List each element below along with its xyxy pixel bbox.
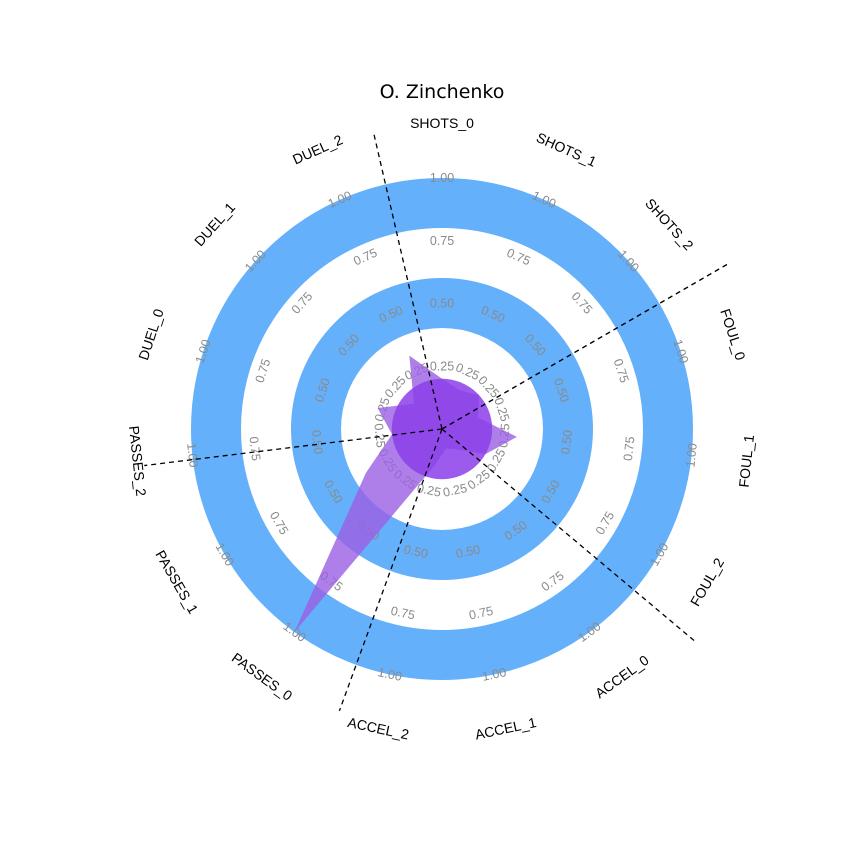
ring-tick-label: 1.00 bbox=[683, 442, 699, 468]
ring-tick-label: 0.50 bbox=[430, 297, 454, 311]
ring-tick-label: 0.25 bbox=[430, 359, 454, 373]
param-label-accel_2: ACCEL_2 bbox=[346, 714, 410, 743]
param-label-shots_2: SHOTS_2 bbox=[642, 195, 697, 253]
ring-tick-label: 0.75 bbox=[253, 357, 274, 385]
param-label-passes_2: PASSES_2 bbox=[126, 425, 149, 497]
ring-tick-label: 0.75 bbox=[247, 436, 263, 462]
param-label-shots_1: SHOTS_1 bbox=[534, 129, 599, 170]
param-label-duel_2: DUEL_2 bbox=[290, 131, 345, 167]
ring-tick-label: 1.00 bbox=[376, 665, 403, 684]
ring-tick-label: 1.00 bbox=[184, 442, 200, 468]
ring-tick-label: 0.75 bbox=[430, 234, 454, 248]
divider-line bbox=[372, 130, 443, 430]
divider-line bbox=[441, 428, 696, 642]
ring-tick-label: 0.25 bbox=[442, 481, 469, 500]
ring-tick-label: 1.00 bbox=[481, 665, 508, 684]
chart-title: O. Zinchenko bbox=[380, 81, 505, 103]
divider-line bbox=[144, 428, 443, 467]
param-label-shots_0: SHOTS_0 bbox=[410, 115, 474, 131]
ring-tick-label: 0.50 bbox=[455, 542, 482, 561]
param-label-foul_0: FOUL_0 bbox=[717, 307, 749, 362]
param-label-passes_1: PASSES_1 bbox=[152, 547, 201, 616]
divider-line bbox=[441, 263, 729, 430]
ring-tick-label: 0.75 bbox=[351, 246, 379, 269]
ring-band bbox=[191, 178, 693, 680]
ring-band bbox=[291, 278, 593, 580]
divider-lines bbox=[144, 130, 729, 712]
ring-tick-label: 0.75 bbox=[611, 357, 632, 385]
ring-tick-label: 0.50 bbox=[559, 429, 575, 455]
param-label-accel_1: ACCEL_1 bbox=[474, 714, 538, 743]
ring-tick-label: 0.75 bbox=[390, 604, 417, 623]
ring-tick-label: 0.75 bbox=[267, 509, 291, 537]
param-label-accel_0: ACCEL_0 bbox=[592, 652, 652, 702]
ring-tick-label: 0.25 bbox=[371, 423, 387, 449]
ring-tick-label: 0.75 bbox=[505, 246, 533, 269]
param-label-passes_0: PASSES_0 bbox=[229, 649, 296, 704]
radar-rings bbox=[191, 178, 693, 680]
param-label-duel_1: DUEL_1 bbox=[191, 199, 238, 249]
ring-tick-label: 1.00 bbox=[430, 171, 454, 185]
ring-tick-label: 0.25 bbox=[491, 396, 512, 424]
ring-tick-label: 0.50 bbox=[403, 542, 430, 561]
param-label-foul_1: FOUL_1 bbox=[736, 434, 757, 489]
ring-tick-label: 0.75 bbox=[593, 509, 617, 537]
ring-tick-label: 0.50 bbox=[309, 429, 325, 455]
ring-tick-label: 0.75 bbox=[621, 436, 637, 462]
param-label-duel_0: DUEL_0 bbox=[135, 307, 167, 362]
divider-line bbox=[338, 428, 443, 712]
ring-tick-label: 0.25 bbox=[416, 481, 443, 500]
ring-tick-label: 0.75 bbox=[468, 604, 495, 623]
param-label-foul_2: FOUL_2 bbox=[687, 555, 727, 609]
